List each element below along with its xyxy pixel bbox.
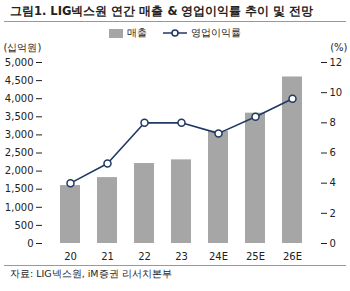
svg-text:(십억원): (십억원) [4, 42, 42, 53]
svg-text:24E: 24E [209, 251, 228, 262]
svg-text:20: 20 [64, 251, 77, 262]
svg-text:1,500: 1,500 [5, 183, 34, 194]
svg-text:5,000: 5,000 [5, 57, 34, 68]
svg-text:500: 500 [14, 220, 33, 231]
svg-text:2,500: 2,500 [5, 147, 34, 158]
svg-text:3,500: 3,500 [5, 111, 34, 122]
svg-text:2: 2 [330, 208, 336, 219]
html-text:자료: LIG넥스원, iM증권 리서치본부: 자료: LIG넥스원, iM증권 리서치본부 [10, 268, 172, 279]
html-text:그림1. LIG넥스원 연간 매출 & 영업이익률 추이 및: 그림1. LIG넥스원 연간 매출 & 영업이익률 추이 및 전망 [10, 4, 314, 18]
svg-text:12: 12 [330, 57, 343, 68]
svg-text:2,000: 2,000 [5, 165, 34, 176]
svg-text:21: 21 [101, 251, 114, 262]
html-text:매출: 매출 [127, 27, 147, 38]
svg-text:0: 0 [27, 238, 33, 249]
svg-text:8: 8 [330, 117, 336, 128]
svg-text:25E: 25E [246, 251, 265, 262]
html-text:영업이익률: 영업이익률 [191, 27, 241, 38]
svg-text:4: 4 [330, 177, 336, 188]
svg-text:6: 6 [330, 147, 336, 158]
svg-text:4,500: 4,500 [5, 75, 34, 86]
svg-text:0: 0 [330, 238, 336, 249]
svg-text:4,000: 4,000 [5, 93, 34, 104]
svg-text:10: 10 [330, 87, 343, 98]
svg-text:(%): (%) [330, 42, 347, 53]
svg-text:26E: 26E [283, 251, 302, 262]
svg-text:23: 23 [175, 251, 188, 262]
svg-text:22: 22 [138, 251, 151, 262]
svg-text:1,000: 1,000 [5, 202, 34, 213]
svg-text:3,000: 3,000 [5, 129, 34, 140]
